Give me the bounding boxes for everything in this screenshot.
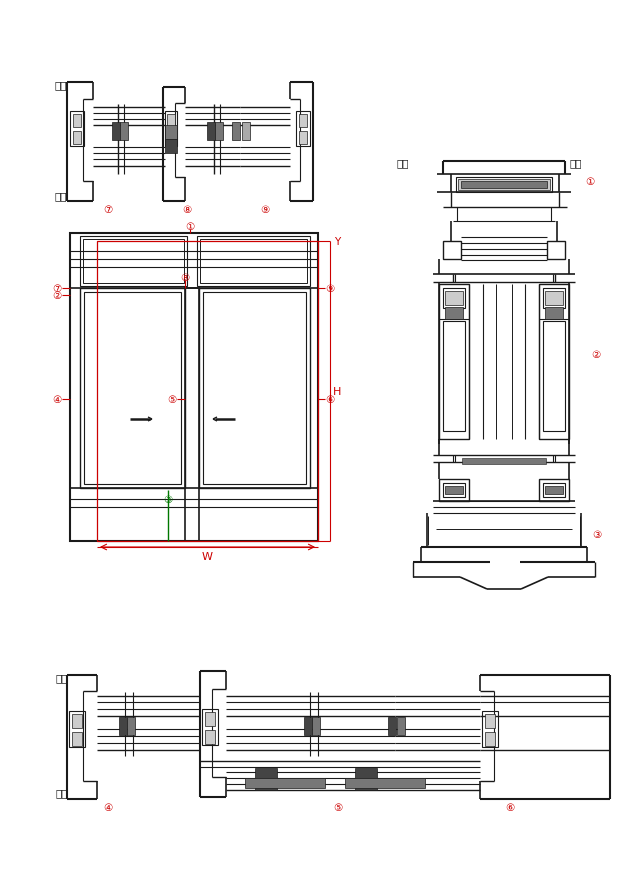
Bar <box>119 717 127 735</box>
Bar <box>443 289 465 309</box>
Bar <box>97 241 318 542</box>
Bar <box>245 778 325 788</box>
Bar <box>205 730 215 745</box>
Text: 室内: 室内 <box>54 191 67 201</box>
Bar <box>167 132 175 145</box>
Bar <box>73 132 81 145</box>
Text: 室内: 室内 <box>55 673 67 682</box>
Bar <box>547 241 565 260</box>
Bar <box>199 289 310 488</box>
Bar <box>539 479 569 501</box>
Bar <box>397 717 405 735</box>
Bar <box>355 768 377 790</box>
Bar <box>165 140 177 154</box>
Bar <box>203 292 306 485</box>
Text: ⑧: ⑧ <box>182 205 192 215</box>
Bar <box>127 717 135 735</box>
Bar <box>70 234 318 289</box>
Bar <box>304 717 312 735</box>
Text: ⑧: ⑧ <box>180 273 190 283</box>
Bar <box>443 321 465 431</box>
Bar <box>485 714 495 728</box>
Bar <box>202 709 218 745</box>
Bar <box>296 112 310 147</box>
Bar <box>84 292 181 485</box>
Bar <box>70 234 318 542</box>
Bar <box>80 237 187 287</box>
Text: ①: ① <box>185 222 195 232</box>
Bar <box>299 115 307 128</box>
Text: ⑤: ⑤ <box>333 802 343 812</box>
Bar <box>73 115 81 128</box>
Bar <box>462 458 546 464</box>
Bar <box>255 768 277 790</box>
Text: ⑦: ⑦ <box>104 205 112 215</box>
Bar <box>345 778 425 788</box>
Text: 室外: 室外 <box>570 158 583 168</box>
Text: ④: ④ <box>104 802 112 812</box>
Bar <box>242 123 250 140</box>
Bar <box>120 123 128 140</box>
Text: ⑨: ⑨ <box>325 284 335 293</box>
Bar <box>80 289 185 488</box>
Bar <box>205 712 215 726</box>
Bar <box>543 484 565 498</box>
Text: 室外: 室外 <box>54 80 67 90</box>
Bar <box>70 112 84 147</box>
Bar <box>445 307 463 320</box>
Bar <box>439 479 469 501</box>
Bar <box>72 732 82 746</box>
Text: ③: ③ <box>592 529 602 539</box>
Text: ⑥: ⑥ <box>325 394 335 405</box>
Bar <box>539 284 569 440</box>
Bar <box>545 307 563 320</box>
Bar <box>545 486 563 494</box>
Bar <box>232 123 240 140</box>
Text: ①: ① <box>585 176 595 187</box>
Bar <box>185 289 199 542</box>
Text: ⑥: ⑥ <box>506 802 514 812</box>
Bar <box>439 284 469 440</box>
Bar <box>482 711 498 747</box>
Bar <box>445 291 463 306</box>
Text: ②: ② <box>52 291 62 300</box>
Text: ⑦: ⑦ <box>52 284 62 293</box>
Bar <box>165 112 177 147</box>
Bar <box>312 717 320 735</box>
Bar <box>543 321 565 431</box>
Bar <box>197 237 310 287</box>
Text: ②: ② <box>592 349 600 360</box>
Bar <box>456 178 552 193</box>
Bar <box>83 240 184 284</box>
Bar <box>299 132 307 145</box>
Bar <box>72 714 82 728</box>
Text: H: H <box>333 386 341 397</box>
Bar <box>69 711 85 747</box>
Text: W: W <box>202 551 212 561</box>
Text: ⑨: ⑨ <box>261 205 269 215</box>
Text: Y: Y <box>334 237 340 247</box>
Text: ⑤: ⑤ <box>168 394 176 405</box>
Bar <box>200 240 307 284</box>
Bar <box>545 291 563 306</box>
Bar <box>167 115 175 128</box>
Text: ④: ④ <box>52 394 62 405</box>
Bar <box>543 289 565 309</box>
Bar <box>461 182 547 189</box>
Text: ③: ③ <box>163 494 173 505</box>
Text: 室内: 室内 <box>396 158 408 168</box>
Bar <box>485 732 495 746</box>
Bar <box>215 123 223 140</box>
Bar <box>445 486 463 494</box>
Bar <box>165 126 177 140</box>
Bar <box>443 241 461 260</box>
Bar <box>112 123 120 140</box>
Bar <box>70 488 318 542</box>
Bar <box>207 123 215 140</box>
Bar <box>458 180 550 191</box>
Text: 室外: 室外 <box>55 787 67 797</box>
Bar <box>443 484 465 498</box>
Bar <box>388 717 396 735</box>
